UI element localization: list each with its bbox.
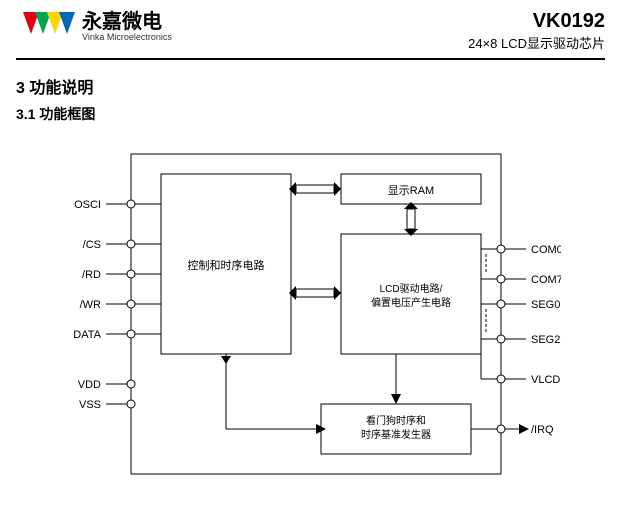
pin-cs: /CS — [82, 239, 100, 251]
part-number: VK0192 — [468, 10, 605, 33]
logo-en: Vinka Microelectronics — [82, 32, 172, 42]
section-3-title: 3 功能说明 — [16, 74, 605, 98]
lcd-label-2: 偏置电压产生电路 — [371, 296, 451, 309]
logo-cn: 永嘉微电 — [82, 12, 172, 32]
page-header: 永嘉微电 Vinka Microelectronics VK0192 24×8 … — [16, 10, 605, 60]
pin-com7: COM7 — [531, 274, 561, 286]
pin-osci: OSCI — [74, 199, 101, 211]
section-3-1-title: 3.1 功能框图 — [16, 104, 605, 124]
lcd-label-1: LCD驱动电路/ — [379, 282, 442, 295]
pin-vss: VSS — [78, 399, 100, 411]
pin-vlcd: VLCD — [531, 374, 560, 386]
header-right: VK0192 24×8 LCD显示驱动芯片 — [468, 10, 605, 52]
pin-wr: /WR — [79, 299, 100, 311]
logo-icon — [16, 10, 76, 44]
pin-rd: /RD — [82, 269, 101, 281]
ram-label: 显示RAM — [387, 184, 433, 197]
wdt-label-1: 看门狗时序和 — [366, 414, 426, 427]
pin-com0: COM0 — [531, 244, 561, 256]
pin-vdd: VDD — [77, 379, 100, 391]
pin-irq: /IRQ — [531, 424, 554, 436]
logo-block: 永嘉微电 Vinka Microelectronics — [16, 10, 172, 44]
block-diagram: 控制和时序电路 显示RAM LCD驱动电路/ 偏置电压产生电路 看门狗时序和 时… — [16, 134, 605, 494]
wdt-label-2: 时序基准发生器 — [361, 428, 431, 441]
part-desc: 24×8 LCD显示驱动芯片 — [468, 33, 605, 52]
ctrl-label: 控制和时序电路 — [187, 258, 264, 272]
pin-seg0: SEG0 — [531, 299, 560, 311]
pin-data: DATA — [73, 329, 101, 341]
pin-seg23: SEG23 — [531, 334, 561, 346]
